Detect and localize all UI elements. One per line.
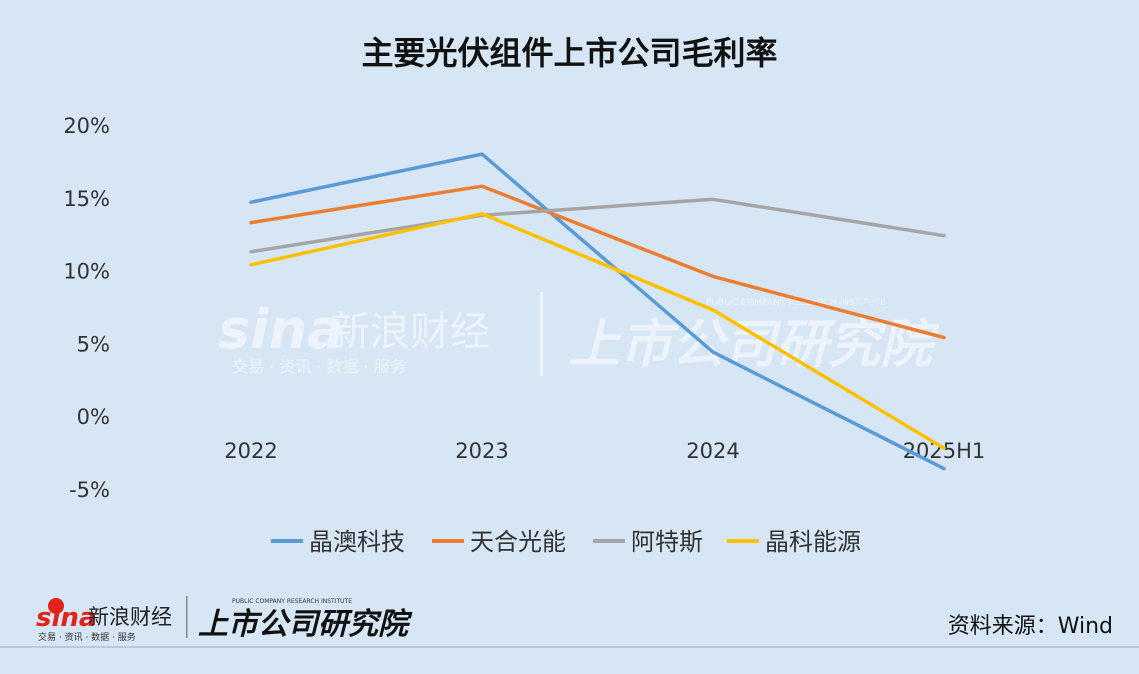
x-tick-label: 2024 — [686, 439, 739, 463]
x-tick-label: 2023 — [455, 439, 508, 463]
footer-brand-sub: 交易 · 资讯 · 数据 · 服务 — [38, 631, 136, 643]
watermark-brand-cn: 新浪财经 — [330, 309, 490, 355]
source-note: 资料来源：Wind — [947, 614, 1113, 639]
x-tick-label: 2022 — [224, 439, 277, 463]
watermark-divider — [540, 292, 543, 376]
footer-divider — [186, 596, 188, 638]
footer-institute-en: PUBLIC COMPANY RESEARCH INSTITUTE — [232, 598, 352, 605]
legend-label-3: 晶科能源 — [765, 528, 861, 556]
series-line-1 — [249, 184, 946, 340]
legend-label-2: 阿特斯 — [631, 528, 703, 556]
footer-logo: sina 新浪财经 交易 · 资讯 · 数据 · 服务 PUBLIC COMPA… — [34, 594, 414, 643]
y-tick-label: 15% — [63, 187, 110, 211]
legend-label-0: 晶澳科技 — [309, 528, 405, 556]
footer-rule — [0, 646, 1139, 648]
x-tick-label: 2025H1 — [903, 439, 986, 463]
footer-brand-cn: 新浪财经 — [88, 605, 172, 629]
series-line-0 — [249, 152, 946, 471]
footer-sina-text: sina — [36, 603, 96, 633]
watermark-brand-sub: 交易 · 资讯 · 数据 · 服务 — [232, 357, 406, 376]
watermark-institute-en: PUBLIC COMPANY RESEARCH INSTITUTE — [706, 298, 886, 308]
x-axis: 2022 2023 2024 2025H1 — [224, 439, 985, 463]
y-tick-label: -5% — [69, 478, 110, 502]
legend: 晶澳科技 天合光能 阿特斯 晶科能源 — [271, 528, 861, 556]
y-tick-label: 20% — [63, 114, 110, 138]
chart-title: 主要光伏组件上市公司毛利率 — [361, 34, 778, 72]
y-tick-label: 5% — [77, 332, 110, 356]
series-line-3 — [249, 212, 946, 450]
series-line-2 — [249, 197, 946, 254]
y-tick-label: 10% — [63, 260, 110, 284]
y-tick-label: 0% — [77, 405, 110, 429]
series-lines — [249, 152, 946, 471]
footer-institute: 上市公司研究院 — [198, 607, 413, 642]
watermark-institute: 上市公司研究院 — [568, 315, 940, 375]
watermark-sina-text: sina — [218, 298, 344, 361]
watermark-center: sina 新浪财经 交易 · 资讯 · 数据 · 服务 上市公司研究院 PUBL… — [218, 292, 940, 376]
y-axis: 20% 15% 10% 5% 0% -5% — [63, 114, 110, 502]
legend-label-1: 天合光能 — [470, 528, 566, 556]
sina-eye-icon — [48, 598, 64, 614]
